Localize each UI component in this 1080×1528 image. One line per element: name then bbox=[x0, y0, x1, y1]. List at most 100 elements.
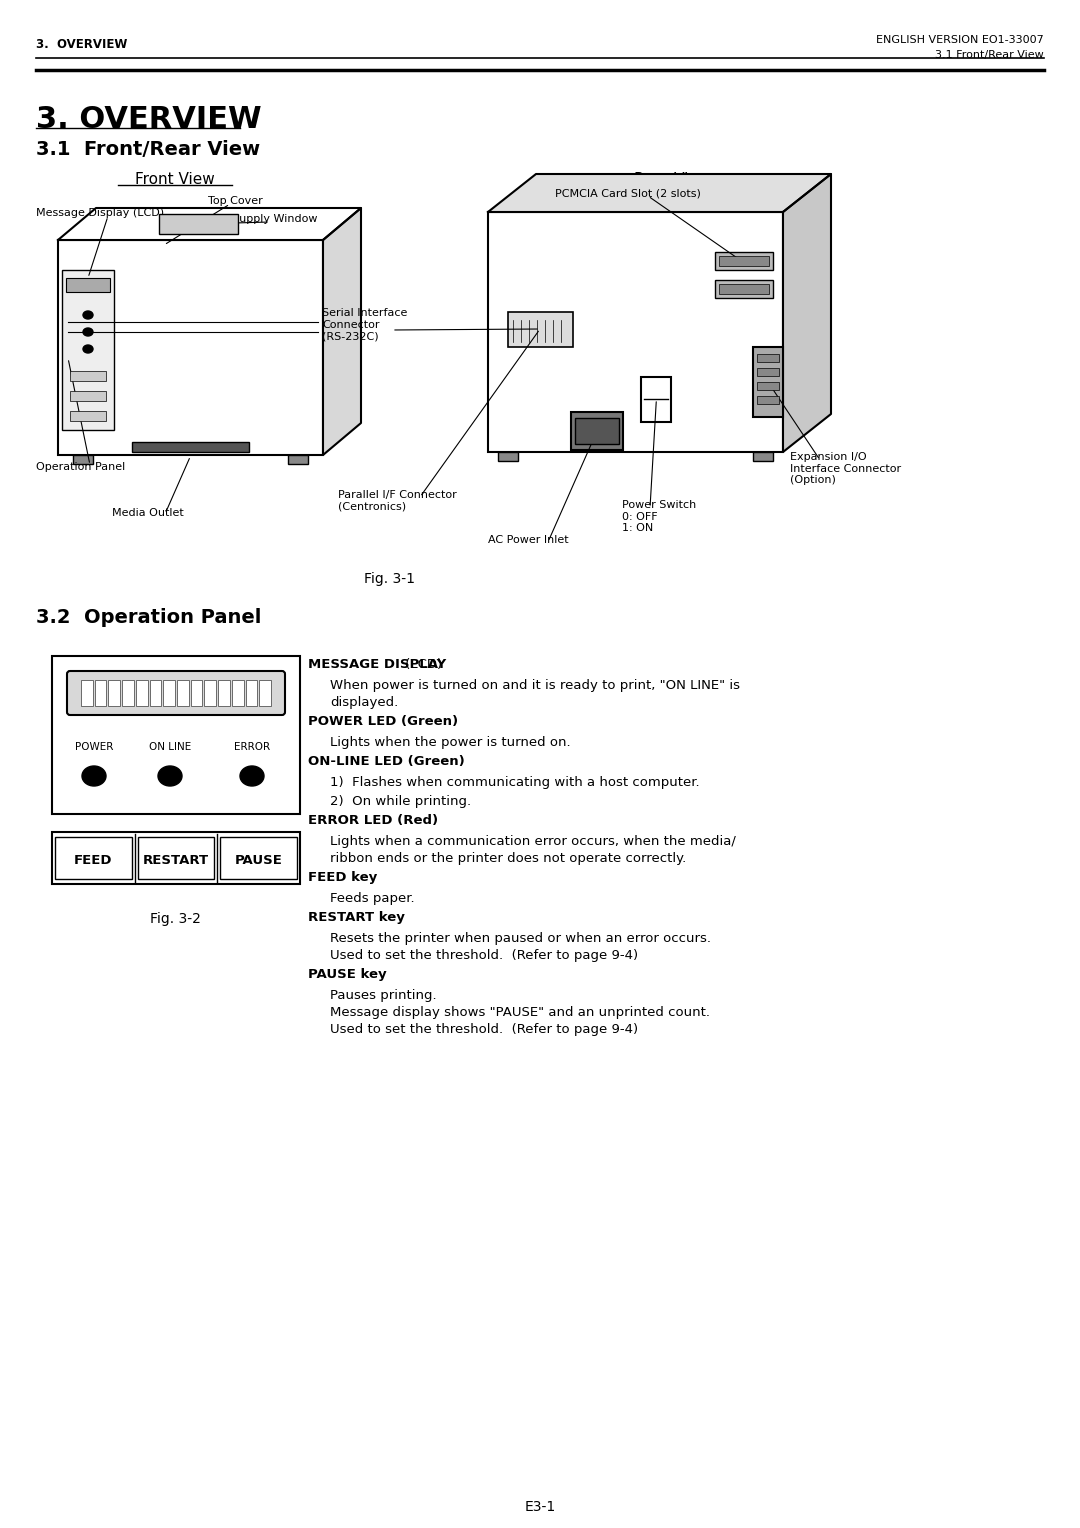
Bar bbox=[508, 312, 573, 347]
Bar bbox=[232, 680, 244, 706]
Text: ERROR: ERROR bbox=[234, 743, 270, 752]
Text: 3.1  Front/Rear View: 3.1 Front/Rear View bbox=[36, 141, 260, 159]
Text: PCMCIA Card Slot (2 slots): PCMCIA Card Slot (2 slots) bbox=[555, 188, 701, 199]
Bar bbox=[52, 656, 300, 814]
Bar bbox=[288, 455, 308, 465]
Text: Resets the printer when paused or when an error occurs.: Resets the printer when paused or when a… bbox=[330, 932, 711, 944]
Text: Serial Interface
Connector
(RS-232C): Serial Interface Connector (RS-232C) bbox=[322, 309, 407, 341]
Bar bbox=[715, 280, 773, 298]
Text: FEED: FEED bbox=[75, 854, 112, 866]
Bar bbox=[58, 240, 323, 455]
Text: ON-LINE LED (Green): ON-LINE LED (Green) bbox=[308, 755, 464, 769]
Text: FEED key: FEED key bbox=[308, 871, 377, 885]
Text: PAUSE: PAUSE bbox=[234, 854, 283, 866]
Bar bbox=[55, 837, 132, 879]
Bar bbox=[753, 347, 783, 417]
Ellipse shape bbox=[83, 345, 93, 353]
Text: RESTART: RESTART bbox=[143, 854, 210, 866]
Ellipse shape bbox=[240, 766, 264, 785]
Bar bbox=[163, 680, 175, 706]
Text: PAUSE key: PAUSE key bbox=[308, 969, 387, 981]
Text: Fig. 3-2: Fig. 3-2 bbox=[149, 912, 201, 926]
Text: Expansion I/O
Interface Connector
(Option): Expansion I/O Interface Connector (Optio… bbox=[789, 452, 901, 486]
Text: 2)  On while printing.: 2) On while printing. bbox=[330, 795, 471, 808]
Bar bbox=[132, 442, 248, 452]
Bar bbox=[108, 680, 120, 706]
Bar bbox=[220, 837, 297, 879]
Text: E3-1: E3-1 bbox=[525, 1500, 555, 1514]
FancyBboxPatch shape bbox=[67, 671, 285, 715]
Bar bbox=[191, 680, 202, 706]
Bar bbox=[757, 396, 779, 403]
Bar bbox=[95, 680, 107, 706]
Text: Lights when the power is turned on.: Lights when the power is turned on. bbox=[330, 736, 570, 749]
Bar bbox=[757, 382, 779, 390]
Bar bbox=[66, 278, 110, 292]
Bar bbox=[753, 452, 773, 461]
Bar bbox=[757, 354, 779, 362]
Ellipse shape bbox=[82, 766, 106, 785]
Bar bbox=[719, 257, 769, 266]
Ellipse shape bbox=[158, 766, 183, 785]
Text: (LCD): (LCD) bbox=[401, 659, 442, 671]
Polygon shape bbox=[488, 174, 831, 212]
Bar bbox=[177, 680, 189, 706]
Text: Media Outlet: Media Outlet bbox=[112, 507, 184, 518]
Bar bbox=[136, 680, 148, 706]
Polygon shape bbox=[58, 208, 361, 240]
Bar bbox=[259, 680, 271, 706]
Text: Message Display (LCD): Message Display (LCD) bbox=[36, 208, 164, 219]
Text: ERROR LED (Red): ERROR LED (Red) bbox=[308, 814, 438, 827]
Bar bbox=[62, 270, 114, 429]
Text: 3.2  Operation Panel: 3.2 Operation Panel bbox=[36, 608, 261, 626]
Text: RESTART key: RESTART key bbox=[308, 911, 405, 924]
Text: Power Switch
0: OFF
1: ON: Power Switch 0: OFF 1: ON bbox=[622, 500, 697, 533]
Ellipse shape bbox=[83, 312, 93, 319]
Bar bbox=[218, 680, 230, 706]
Polygon shape bbox=[783, 174, 831, 452]
Text: displayed.: displayed. bbox=[330, 695, 399, 709]
Text: Feeds paper.: Feeds paper. bbox=[330, 892, 415, 905]
Text: Supply Window: Supply Window bbox=[232, 214, 318, 225]
Text: 3. OVERVIEW: 3. OVERVIEW bbox=[36, 105, 261, 134]
Text: 3.  OVERVIEW: 3. OVERVIEW bbox=[36, 38, 127, 52]
Text: POWER: POWER bbox=[75, 743, 113, 752]
Text: Lights when a communication error occurs, when the media/: Lights when a communication error occurs… bbox=[330, 834, 735, 848]
Bar bbox=[70, 391, 106, 400]
Bar bbox=[70, 371, 106, 380]
Text: 3.1 Front/Rear View: 3.1 Front/Rear View bbox=[935, 50, 1044, 60]
Bar bbox=[204, 680, 216, 706]
Bar bbox=[488, 212, 783, 452]
Text: Parallel I/F Connector
(Centronics): Parallel I/F Connector (Centronics) bbox=[338, 490, 457, 512]
Bar bbox=[570, 413, 622, 451]
Bar bbox=[498, 452, 518, 461]
Bar bbox=[715, 252, 773, 270]
Bar bbox=[149, 680, 161, 706]
Text: When power is turned on and it is ready to print, "ON LINE" is: When power is turned on and it is ready … bbox=[330, 678, 740, 692]
Bar bbox=[122, 680, 134, 706]
Bar bbox=[52, 833, 300, 885]
Ellipse shape bbox=[83, 329, 93, 336]
Bar bbox=[642, 377, 672, 422]
Text: MESSAGE DISPLAY: MESSAGE DISPLAY bbox=[308, 659, 446, 671]
Text: Pauses printing.: Pauses printing. bbox=[330, 989, 436, 1002]
Text: Rear View: Rear View bbox=[634, 173, 711, 186]
Text: Operation Panel: Operation Panel bbox=[36, 461, 125, 472]
Text: ribbon ends or the printer does not operate correctly.: ribbon ends or the printer does not oper… bbox=[330, 853, 686, 865]
Bar bbox=[575, 419, 619, 445]
Bar bbox=[159, 214, 239, 234]
Bar bbox=[719, 284, 769, 293]
Bar bbox=[245, 680, 257, 706]
Text: ENGLISH VERSION EO1-33007: ENGLISH VERSION EO1-33007 bbox=[876, 35, 1044, 44]
Text: Message display shows "PAUSE" and an unprinted count.: Message display shows "PAUSE" and an unp… bbox=[330, 1005, 710, 1019]
Text: Front View: Front View bbox=[135, 173, 215, 186]
Polygon shape bbox=[323, 208, 361, 455]
Bar bbox=[70, 411, 106, 422]
Text: ON LINE: ON LINE bbox=[149, 743, 191, 752]
Text: 1)  Flashes when communicating with a host computer.: 1) Flashes when communicating with a hos… bbox=[330, 776, 700, 788]
Text: AC Power Inlet: AC Power Inlet bbox=[488, 535, 569, 545]
Bar bbox=[81, 680, 93, 706]
Text: POWER LED (Green): POWER LED (Green) bbox=[308, 715, 458, 727]
Text: Used to set the threshold.  (Refer to page 9-4): Used to set the threshold. (Refer to pag… bbox=[330, 949, 638, 963]
Bar bbox=[757, 368, 779, 376]
